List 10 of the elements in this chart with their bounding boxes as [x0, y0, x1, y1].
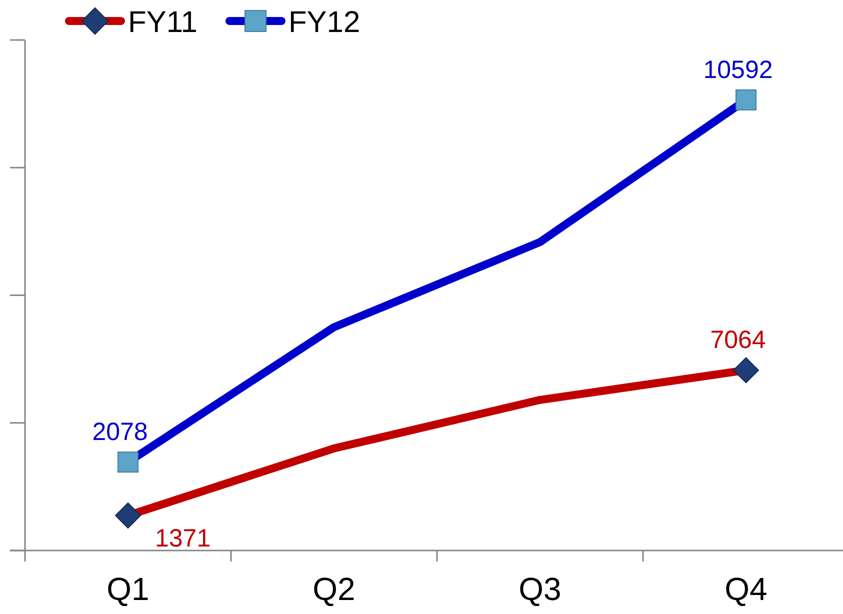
x-tick-label: Q3: [518, 571, 562, 607]
data-label: 1371: [155, 524, 211, 553]
x-tick-label: Q4: [724, 571, 768, 607]
legend-label: FY11: [128, 6, 198, 39]
data-label: 2078: [92, 418, 148, 446]
data-label: 7064: [710, 326, 766, 354]
x-tick-label: Q1: [106, 571, 150, 607]
legend-label: FY12: [288, 6, 360, 39]
x-tick-label: Q2: [312, 571, 356, 607]
data-label: 10592: [703, 56, 773, 84]
